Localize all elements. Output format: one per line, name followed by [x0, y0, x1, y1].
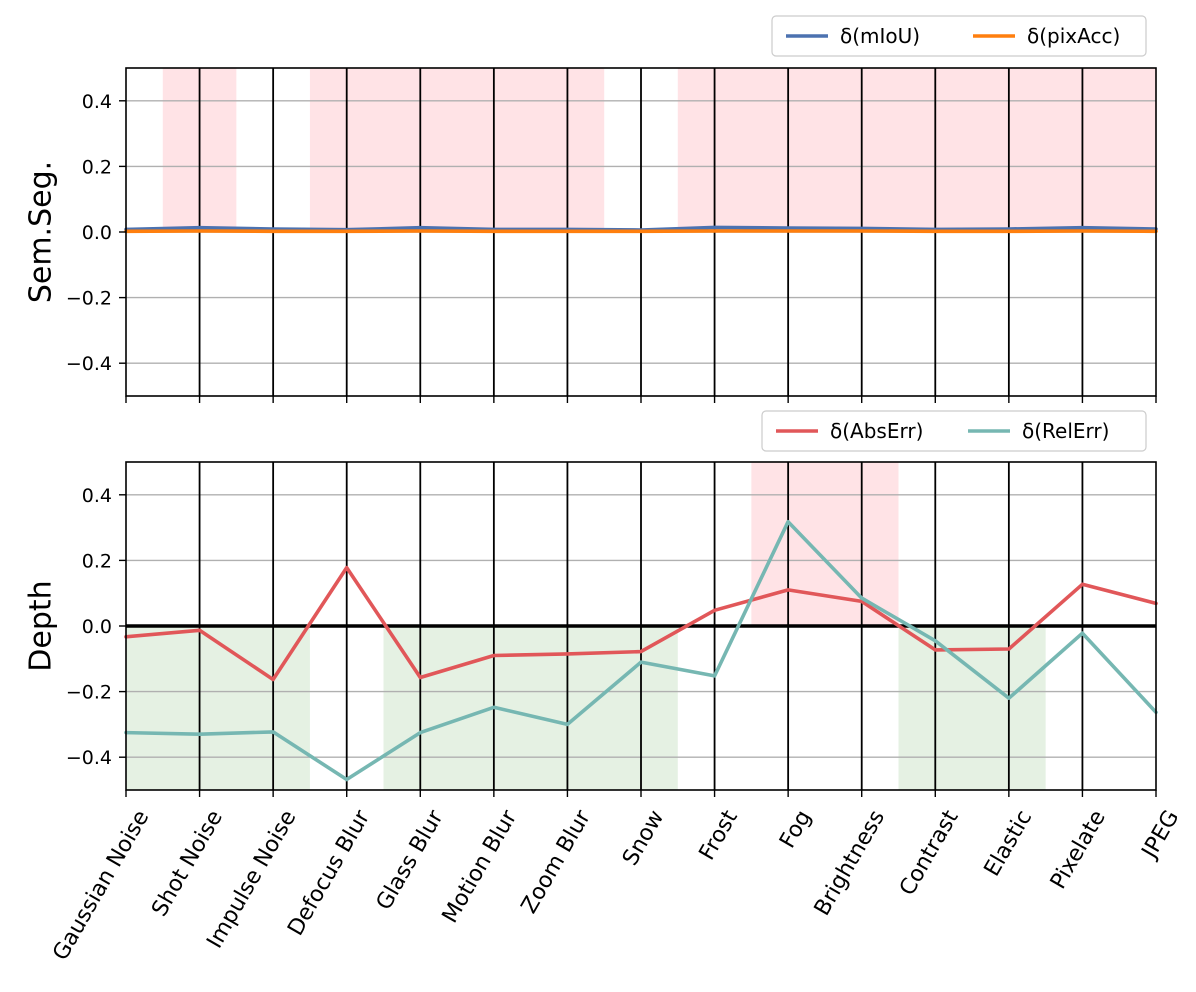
legend: δ(AbsErr) δ(RelErr) [761, 410, 1147, 452]
legend-box [771, 15, 1147, 57]
y-axis-label: Depth [24, 580, 59, 671]
x-tick-label-10: Brightness [810, 806, 890, 920]
legend-label-1: δ(pixAcc) [1027, 24, 1120, 48]
highlight-band-3 [898, 626, 1046, 790]
y-axis-label: Sem.Seg. [24, 161, 59, 303]
y-ticks: −0.4 −0.2 0.0 0.2 0.4 [66, 485, 126, 769]
series-line-1 [124, 519, 1158, 782]
x-tick-label-0: Gaussian Noise [48, 806, 154, 965]
x-tick-label-6: Zoom Blur [517, 805, 596, 918]
x-tick-label-9: Fog [775, 806, 816, 853]
x-tick-label-7: Snow [618, 806, 669, 870]
x-tick-label-5: Motion Blur [438, 805, 523, 927]
y-tick-label-0: −0.4 [66, 747, 112, 769]
x-ticks [125, 396, 1157, 403]
y-tick-label-4: 0.4 [82, 485, 112, 507]
y-tick-label-3: 0.2 [82, 550, 112, 572]
x-ticks [125, 790, 1157, 797]
y-tick-label-3: 0.2 [82, 156, 112, 178]
highlight-band-1 [126, 626, 310, 790]
y-tick-label-4: 0.4 [82, 91, 112, 113]
series-line-0 [124, 565, 1158, 682]
x-tick-label-13: Pixelate [1046, 806, 1111, 893]
x-tick-label-12: Elastic [980, 806, 1038, 881]
x-tick-label-1: Shot Noise [147, 806, 228, 921]
legend: δ(mIoU) δ(pixAcc) [771, 15, 1147, 57]
y-tick-label-2: 0.0 [82, 222, 112, 244]
x-tick-label-11: Contrast [895, 806, 964, 900]
x-tick-label-4: Glass Blur [372, 805, 450, 914]
legend-label-0: δ(mIoU) [840, 24, 920, 48]
x-tick-label-8: Frost [695, 806, 743, 865]
series-lines [124, 225, 1158, 234]
highlight-band-2 [677, 68, 1156, 232]
y-tick-label-1: −0.2 [66, 682, 112, 704]
y-tick-label-0: −0.4 [66, 353, 112, 375]
highlight-band-0 [751, 462, 899, 626]
highlight-band-1 [309, 68, 605, 232]
sem-seg-panel: −0.4 −0.2 0.0 0.2 0.4 Sem.Seg. δ(mIoU) δ(pixA… [24, 15, 1158, 403]
highlight-bands [162, 68, 1156, 232]
legend-label-1: δ(RelErr) [1022, 419, 1109, 443]
y-tick-label-1: −0.2 [66, 288, 112, 310]
x-tick-label-14: JPEG [1136, 806, 1184, 864]
y-ticks: −0.4 −0.2 0.0 0.2 0.4 [66, 91, 126, 375]
legend-label-0: δ(AbsErr) [830, 419, 923, 443]
legend-box [761, 410, 1147, 452]
y-tick-label-2: 0.0 [82, 616, 112, 638]
series-lines [124, 519, 1158, 782]
